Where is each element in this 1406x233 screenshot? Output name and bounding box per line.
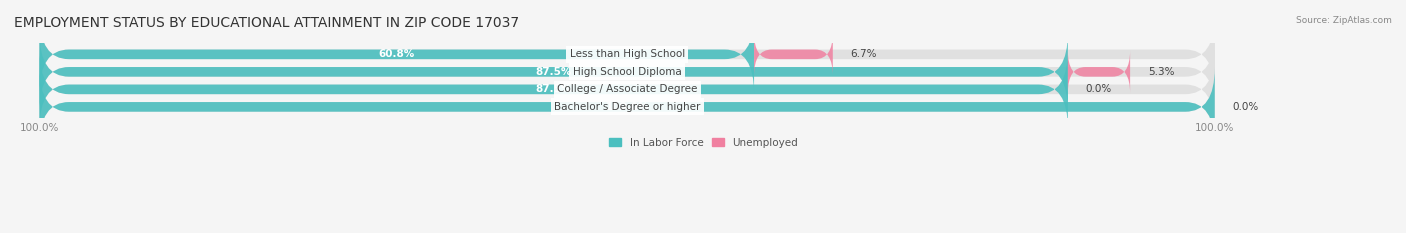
Text: 87.5%: 87.5% [536,67,572,77]
FancyBboxPatch shape [39,68,1215,146]
Text: 60.8%: 60.8% [378,49,415,59]
Text: High School Diploma: High School Diploma [572,67,682,77]
FancyBboxPatch shape [39,15,754,93]
Text: Less than High School: Less than High School [569,49,685,59]
Legend: In Labor Force, Unemployed: In Labor Force, Unemployed [605,134,803,152]
Text: Bachelor's Degree or higher: Bachelor's Degree or higher [554,102,700,112]
Text: College / Associate Degree: College / Associate Degree [557,84,697,94]
Text: Source: ZipAtlas.com: Source: ZipAtlas.com [1296,16,1392,25]
Text: 5.3%: 5.3% [1147,67,1174,77]
FancyBboxPatch shape [39,15,1215,93]
FancyBboxPatch shape [754,33,832,76]
Text: 87.5%: 87.5% [536,84,572,94]
FancyBboxPatch shape [39,68,1215,146]
Text: 0.0%: 0.0% [1232,102,1258,112]
FancyBboxPatch shape [39,33,1215,111]
FancyBboxPatch shape [39,33,1067,111]
FancyBboxPatch shape [1067,50,1130,93]
FancyBboxPatch shape [39,50,1067,128]
FancyBboxPatch shape [39,50,1215,128]
Text: 100.0%: 100.0% [606,102,650,112]
Text: 6.7%: 6.7% [851,49,877,59]
Text: 0.0%: 0.0% [1085,84,1112,94]
Text: EMPLOYMENT STATUS BY EDUCATIONAL ATTAINMENT IN ZIP CODE 17037: EMPLOYMENT STATUS BY EDUCATIONAL ATTAINM… [14,16,519,30]
